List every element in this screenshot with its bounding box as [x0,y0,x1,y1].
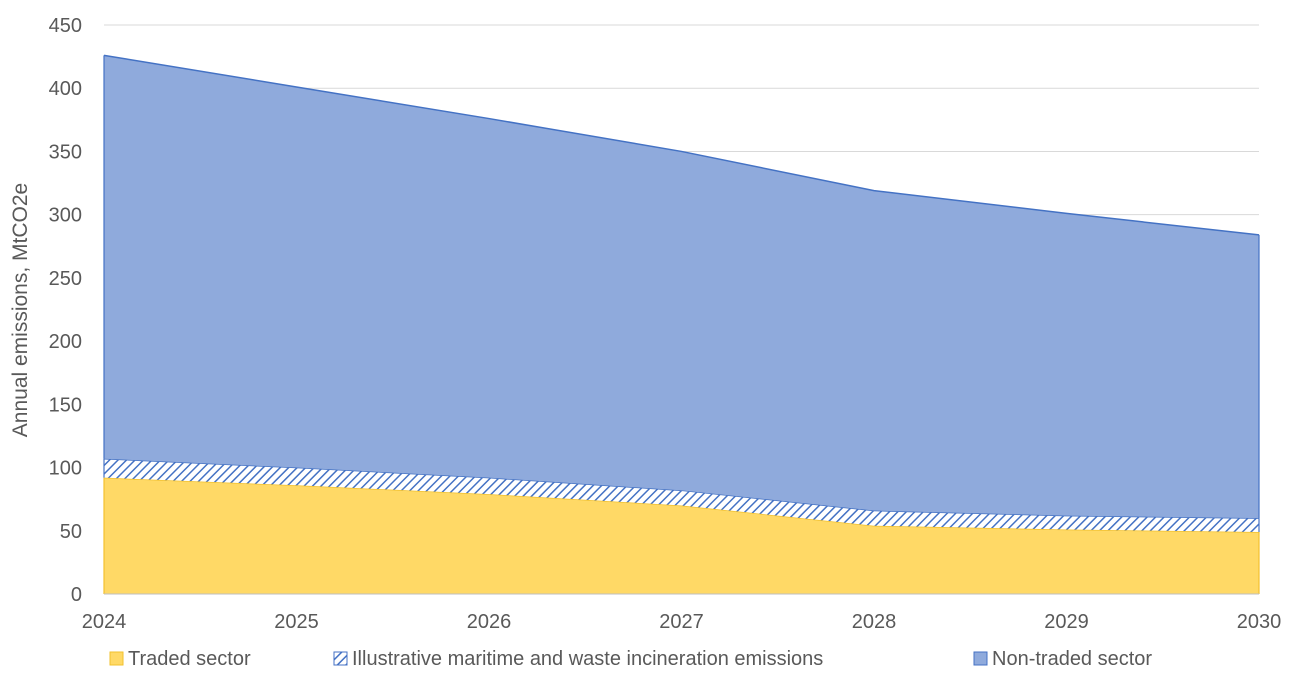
y-axis-title: Annual emissions, MtCO2e [9,183,32,437]
x-tick-label: 2027 [659,611,704,633]
y-tick-label: 350 [49,141,82,163]
series-areas [104,55,1259,594]
x-tick-label: 2024 [82,611,127,633]
legend-swatch [974,652,987,665]
y-tick-label: 250 [49,268,82,290]
x-tick-label: 2029 [1044,611,1089,633]
y-tick-label: 0 [71,584,82,606]
x-tick-label: 2025 [274,611,319,633]
y-tick-label: 200 [49,331,82,353]
legend-label: Illustrative maritime and waste incinera… [352,648,823,670]
y-tick-label: 50 [60,521,82,543]
x-tick-label: 2030 [1237,611,1282,633]
legend-label: Traded sector [128,648,251,670]
legend-label: Non-traded sector [992,648,1152,670]
y-tick-label: 300 [49,205,82,227]
y-tick-label: 450 [49,15,82,37]
legend: Traded sector Illustrative maritime and w… [110,648,1152,670]
x-tick-label: 2026 [467,611,512,633]
area-series-2 [104,55,1259,518]
y-tick-label: 150 [49,394,82,416]
legend-swatch [110,652,123,665]
y-tick-label: 100 [49,458,82,480]
legend-swatch [334,652,347,665]
y-tick-label: 400 [49,78,82,100]
x-tick-label: 2028 [852,611,897,633]
